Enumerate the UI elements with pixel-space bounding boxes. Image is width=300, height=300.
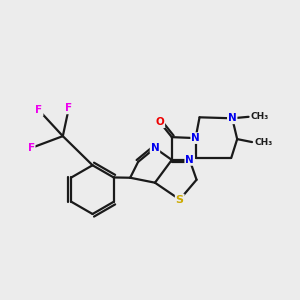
Text: S: S	[176, 194, 184, 205]
Text: F: F	[28, 143, 35, 153]
Text: N: N	[185, 155, 194, 165]
Text: CH₃: CH₃	[251, 112, 269, 121]
Text: N: N	[191, 133, 200, 143]
Text: N: N	[228, 113, 237, 123]
Text: CH₃: CH₃	[254, 138, 273, 147]
Text: N: N	[151, 143, 159, 153]
Text: F: F	[65, 103, 72, 113]
Text: O: O	[155, 117, 164, 127]
Text: F: F	[35, 105, 43, 116]
